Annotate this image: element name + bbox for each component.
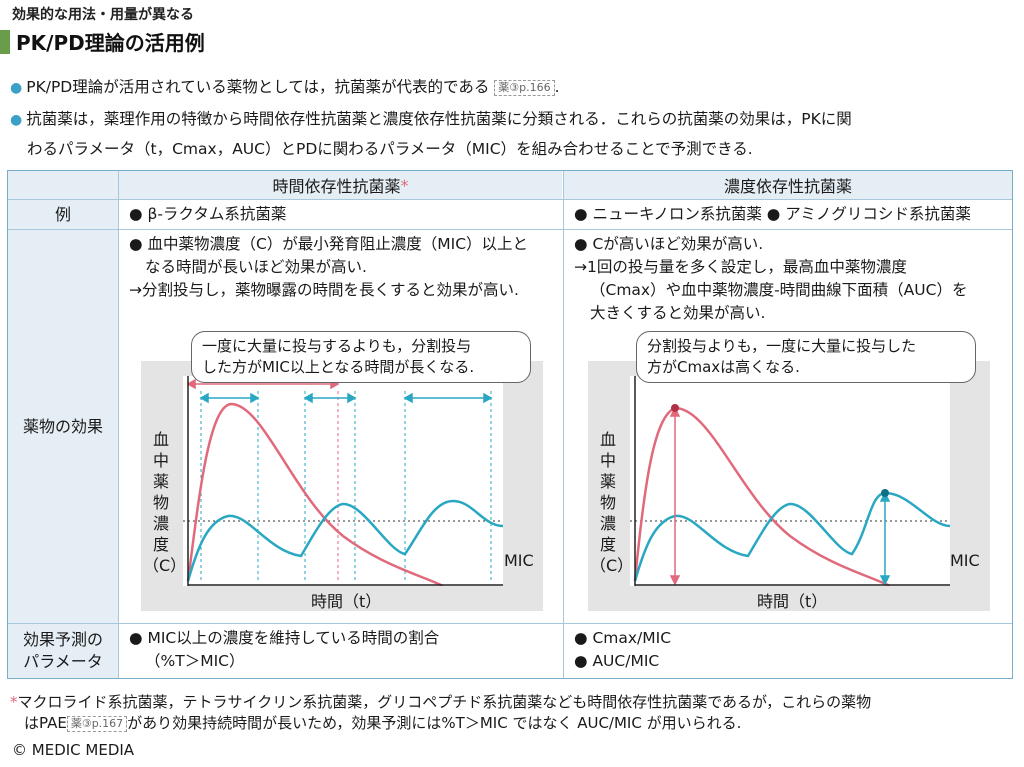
divider	[8, 199, 1012, 200]
copyright: © MEDIC MEDIA	[12, 741, 135, 759]
mic-label-left: MIC	[504, 551, 534, 570]
cmax-divided-point	[881, 489, 889, 497]
mic-label-right: MIC	[950, 551, 980, 570]
divided-dose-duration-arrows	[199, 392, 493, 404]
single-dose-curve	[186, 402, 444, 586]
pkpd-table: 時間依存性抗菌薬 * 濃度依存性抗菌薬 例 薬物の効果 効果予測の パラメータ ●…	[7, 170, 1013, 679]
effect-time-dependent-line3: →分割投与し，薬物曝露の時間を長くすると効果が高い.	[129, 281, 519, 299]
effect-conc-dependent-line2: →1回の投与量を多く設定し，最高血中薬物濃度	[574, 258, 907, 276]
effect-conc-dependent-line3: （Cmax）や血中薬物濃度-時間曲線下面積（AUC）を	[590, 281, 968, 299]
cmax-single-point	[671, 404, 679, 412]
x-axis-label-right: 時間（t）	[757, 592, 828, 611]
divider	[563, 171, 564, 678]
example-time-dependent: ● β-ラクタム系抗菌薬	[129, 205, 287, 223]
callout-bubble-left: 一度に大量に投与するよりも，分割投与 した方がMIC以上となる時間が長くなる.	[191, 331, 531, 383]
param-time-dependent-line1: ● MIC以上の濃度を維持している時間の割合	[129, 629, 440, 647]
divided-dose-curve	[186, 499, 503, 582]
footnote: *マクロライド系抗菌薬，テトラサイクリン系抗菌薬，グリコペプチド系抗菌薬なども時…	[10, 693, 872, 732]
example-conc-dependent: ● ニューキノロン系抗菌薬 ● アミノグリコシド系抗菌薬	[574, 205, 971, 223]
section-subtitle: 効果的な用法・用量が異なる	[12, 7, 194, 23]
intro-bullet-2: ● 抗菌薬は，薬理作用の特徴から時間依存性抗菌薬と濃度依存性抗菌薬に分類される．こ…	[10, 110, 852, 128]
intro-bullet-1: ● PK/PD理論が活用されている薬物としては，抗菌薬が代表的である 薬③p.16…	[10, 78, 560, 96]
title-accent-bar	[0, 30, 10, 54]
y-axis-label-right: 血 中 薬 物 濃 度 （C）	[590, 430, 634, 575]
param-time-dependent-line2: （%T＞MIC）	[145, 652, 245, 670]
section-title: PK/PD理論の活用例	[16, 31, 205, 55]
y-axis-label-left: 血 中 薬 物 濃 度 （C）	[143, 430, 187, 575]
col-header-conc-dependent: 濃度依存性抗菌薬	[564, 171, 1012, 199]
bullet-dot-icon: ●	[10, 80, 23, 96]
row-header-effect: 薬物の効果	[8, 230, 118, 623]
divider	[8, 623, 1012, 624]
single-dose-curve	[633, 406, 891, 586]
intro-bullet-2-cont: わるパラメータ（t，Cmax，AUC）とPDに関わるパラメータ（MIC）を組み合…	[27, 140, 753, 158]
row-header-params: 効果予測の パラメータ	[8, 624, 118, 678]
graph-time-dependent	[183, 376, 503, 586]
effect-conc-dependent-line1: ● Cが高いほど効果が高い.	[574, 235, 764, 253]
callout-bubble-right: 分割投与よりも，一度に大量に投与した 方がCmaxは高くなる.	[636, 331, 976, 383]
x-axis-label-left: 時間（t）	[311, 592, 382, 611]
effect-time-dependent-line1: ● 血中薬物濃度（C）が最小発育阻止濃度（MIC）以上と	[129, 235, 529, 253]
bullet-dot-icon: ●	[10, 112, 23, 128]
divider	[8, 229, 1012, 230]
effect-conc-dependent-line4: 大きくすると効果が高い.	[590, 304, 766, 322]
reference-tag: 薬③p.166	[494, 80, 555, 96]
param-conc-dependent-line2: ● AUC/MIC	[574, 652, 660, 670]
effect-time-dependent-line2: なる時間が長いほど効果が高い.	[145, 258, 367, 276]
divider	[118, 171, 119, 678]
corner-cell	[8, 171, 118, 199]
param-conc-dependent-line1: ● Cmax/MIC	[574, 629, 672, 647]
col-header-time-dependent: 時間依存性抗菌薬 *	[119, 171, 562, 199]
plot-area	[183, 376, 503, 586]
row-header-example: 例	[8, 200, 118, 229]
graph-conc-dependent	[630, 376, 950, 586]
reference-tag: 薬③p.167	[66, 716, 128, 732]
